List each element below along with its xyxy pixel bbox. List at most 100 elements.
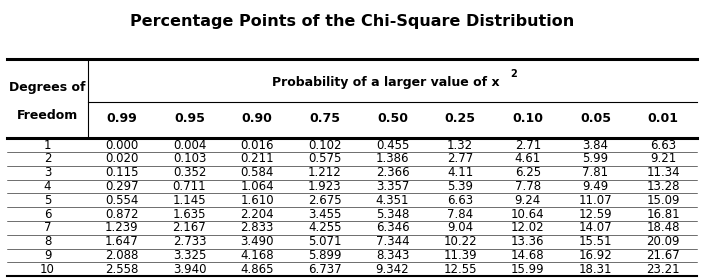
Text: 2.088: 2.088 [105, 249, 139, 262]
Text: 7: 7 [44, 221, 51, 234]
Text: 10.64: 10.64 [511, 208, 545, 221]
Text: 3.325: 3.325 [172, 249, 206, 262]
Text: 6.25: 6.25 [515, 166, 541, 179]
Text: 9: 9 [44, 249, 51, 262]
Text: 1.32: 1.32 [447, 138, 473, 151]
Text: 2.558: 2.558 [105, 263, 139, 276]
Text: 6.346: 6.346 [376, 221, 409, 234]
Text: 7.81: 7.81 [582, 166, 608, 179]
Text: 0.01: 0.01 [648, 112, 679, 125]
Text: 0.016: 0.016 [240, 138, 274, 151]
Text: 4.61: 4.61 [515, 152, 541, 165]
Text: 15.51: 15.51 [579, 235, 612, 248]
Text: 2.733: 2.733 [172, 235, 206, 248]
Text: 9.342: 9.342 [376, 263, 409, 276]
Text: 5.071: 5.071 [308, 235, 341, 248]
Text: Freedom: Freedom [17, 109, 78, 122]
Text: 1.923: 1.923 [308, 180, 341, 193]
Text: 16.92: 16.92 [579, 249, 612, 262]
Text: 0.584: 0.584 [241, 166, 274, 179]
Text: 23.21: 23.21 [646, 263, 680, 276]
Text: 0.10: 0.10 [513, 112, 543, 125]
Text: 10: 10 [40, 263, 55, 276]
Text: 15.99: 15.99 [511, 263, 545, 276]
Text: 12.55: 12.55 [444, 263, 477, 276]
Text: 8.343: 8.343 [376, 249, 409, 262]
Text: 7.78: 7.78 [515, 180, 541, 193]
Text: 1.145: 1.145 [172, 194, 206, 207]
Text: 5.39: 5.39 [447, 180, 473, 193]
Text: 6.63: 6.63 [650, 138, 676, 151]
Text: 0.352: 0.352 [172, 166, 206, 179]
Text: 0.575: 0.575 [308, 152, 341, 165]
Text: 3.84: 3.84 [582, 138, 608, 151]
Text: 1.386: 1.386 [376, 152, 409, 165]
Text: 0.75: 0.75 [309, 112, 340, 125]
Text: 0.020: 0.020 [105, 152, 139, 165]
Text: 8: 8 [44, 235, 51, 248]
Text: 7.84: 7.84 [447, 208, 473, 221]
Text: 0.95: 0.95 [174, 112, 205, 125]
Text: 4.255: 4.255 [308, 221, 341, 234]
Text: 1.635: 1.635 [172, 208, 206, 221]
Text: 12.59: 12.59 [579, 208, 612, 221]
Text: 0.90: 0.90 [241, 112, 272, 125]
Text: 6.63: 6.63 [447, 194, 473, 207]
Text: 1.064: 1.064 [240, 180, 274, 193]
Text: 14.68: 14.68 [511, 249, 545, 262]
Text: 1.212: 1.212 [308, 166, 341, 179]
Text: 0.103: 0.103 [172, 152, 206, 165]
Text: 2.71: 2.71 [515, 138, 541, 151]
Text: 4: 4 [44, 180, 51, 193]
Text: 0.211: 0.211 [240, 152, 274, 165]
Text: 14.07: 14.07 [579, 221, 612, 234]
Text: 0.05: 0.05 [580, 112, 611, 125]
Text: 9.49: 9.49 [582, 180, 608, 193]
Text: 3.940: 3.940 [172, 263, 206, 276]
Text: 11.39: 11.39 [444, 249, 477, 262]
Text: 13.36: 13.36 [511, 235, 545, 248]
Text: 7.344: 7.344 [376, 235, 409, 248]
Text: 0.102: 0.102 [308, 138, 341, 151]
Text: 2.675: 2.675 [308, 194, 341, 207]
Text: 2.167: 2.167 [172, 221, 206, 234]
Text: 1.239: 1.239 [105, 221, 139, 234]
Text: 9.04: 9.04 [447, 221, 473, 234]
Text: 21.67: 21.67 [646, 249, 680, 262]
Text: 10.22: 10.22 [444, 235, 477, 248]
Text: 0.297: 0.297 [105, 180, 139, 193]
Text: 0.115: 0.115 [105, 166, 139, 179]
Text: 6.737: 6.737 [308, 263, 341, 276]
Text: 1.610: 1.610 [240, 194, 274, 207]
Text: 16.81: 16.81 [646, 208, 680, 221]
Text: 0.711: 0.711 [172, 180, 206, 193]
Text: 9.21: 9.21 [650, 152, 677, 165]
Text: 0.25: 0.25 [445, 112, 476, 125]
Text: 5.99: 5.99 [582, 152, 608, 165]
Text: 0.000: 0.000 [105, 138, 139, 151]
Text: 3.357: 3.357 [376, 180, 409, 193]
Text: Degrees of: Degrees of [9, 81, 86, 94]
Text: 0.554: 0.554 [105, 194, 139, 207]
Text: 2: 2 [510, 69, 517, 79]
Text: 18.31: 18.31 [579, 263, 612, 276]
Text: 3: 3 [44, 166, 51, 179]
Text: 0.004: 0.004 [172, 138, 206, 151]
Text: 20.09: 20.09 [646, 235, 680, 248]
Text: Percentage Points of the Chi-Square Distribution: Percentage Points of the Chi-Square Dist… [130, 14, 574, 29]
Text: 0.99: 0.99 [106, 112, 137, 125]
Text: 4.168: 4.168 [240, 249, 274, 262]
Text: 4.351: 4.351 [376, 194, 409, 207]
Text: 6: 6 [44, 208, 51, 221]
Text: 2.77: 2.77 [447, 152, 473, 165]
Text: 0.872: 0.872 [105, 208, 139, 221]
Text: 3.490: 3.490 [240, 235, 274, 248]
Text: 11.34: 11.34 [646, 166, 680, 179]
Text: 12.02: 12.02 [511, 221, 545, 234]
Text: 2: 2 [44, 152, 51, 165]
Text: 11.07: 11.07 [579, 194, 612, 207]
Text: 1.647: 1.647 [105, 235, 139, 248]
Text: 2.204: 2.204 [240, 208, 274, 221]
Text: 15.09: 15.09 [646, 194, 680, 207]
Text: 3.455: 3.455 [308, 208, 341, 221]
